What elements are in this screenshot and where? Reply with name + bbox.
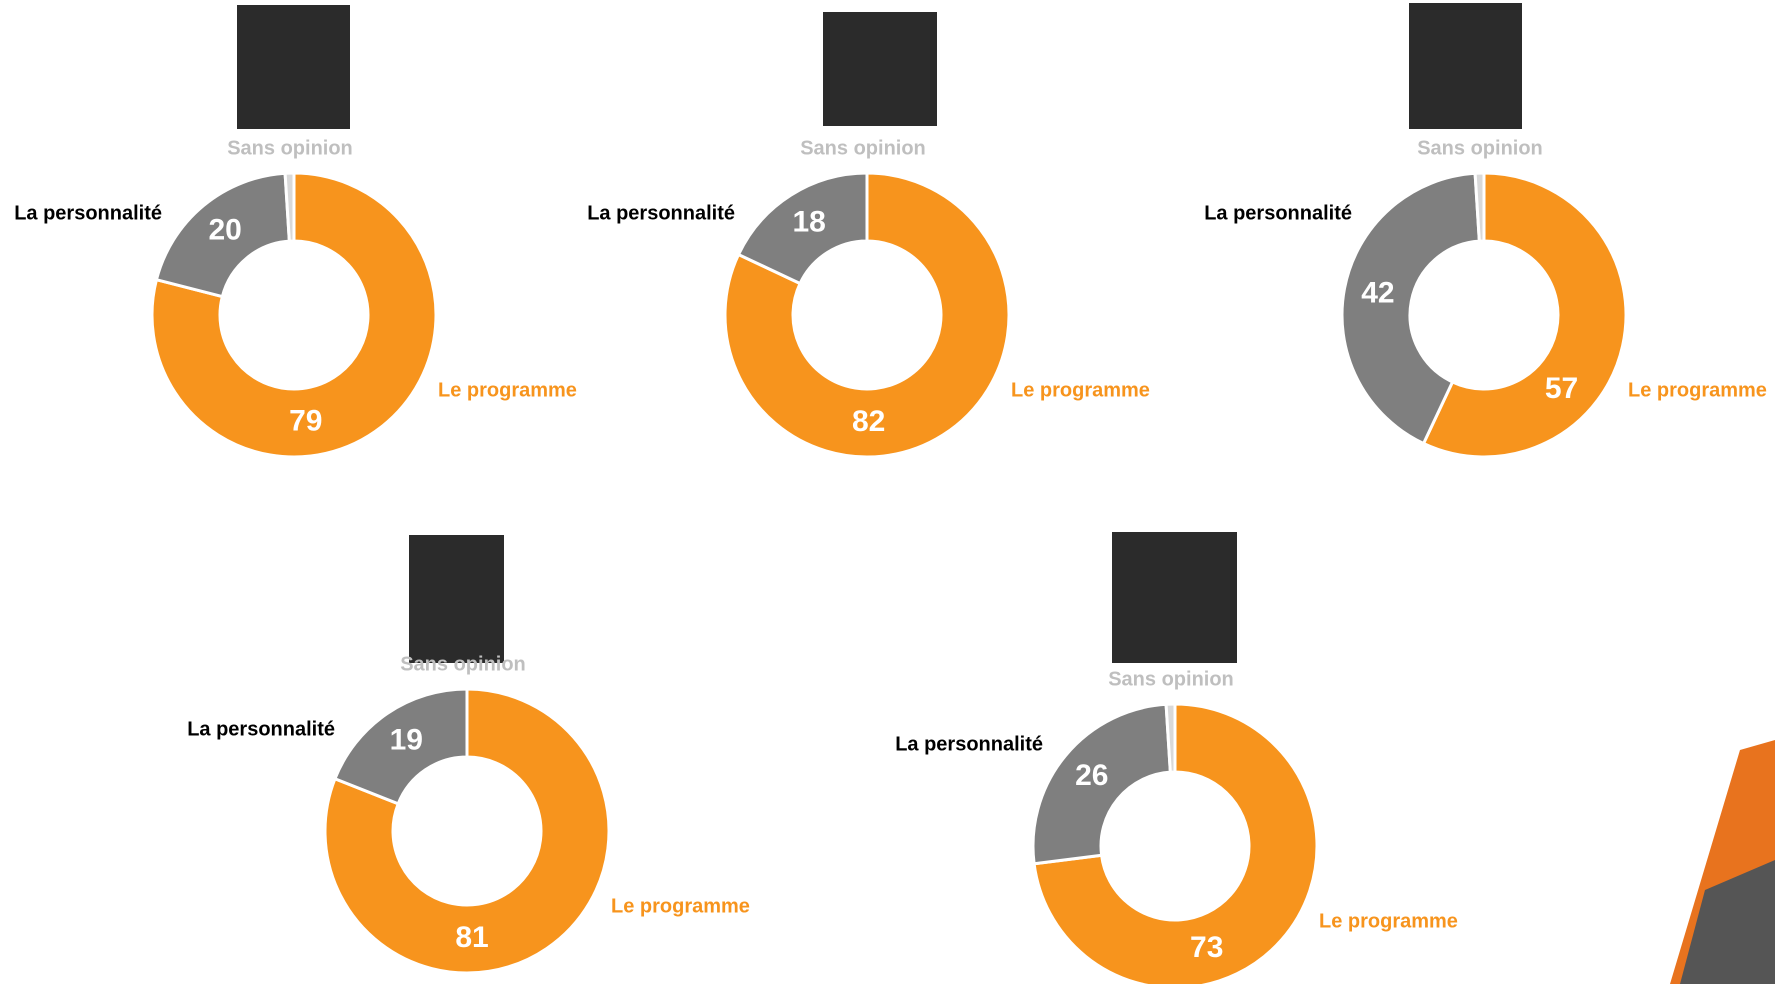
category-label: Sans opinion (1108, 668, 1234, 690)
category-label: La personnalité (187, 718, 335, 740)
donut-slice (1031, 702, 1172, 866)
category-label: La personnalité (14, 202, 162, 224)
donut-slice (1473, 171, 1486, 243)
value-label: 73 (1190, 931, 1223, 964)
value-label: 19 (390, 724, 423, 757)
category-label: Le programme (611, 895, 750, 917)
category-label: La personnalité (587, 202, 735, 224)
category-label: Sans opinion (1417, 137, 1543, 159)
value-label: 79 (289, 404, 322, 437)
category-label: Le programme (1628, 379, 1767, 401)
donut-slice (723, 171, 1011, 459)
donut-slice (323, 687, 611, 975)
portrait (1112, 532, 1237, 663)
value-label: 81 (455, 921, 488, 954)
category-label: Le programme (1011, 379, 1150, 401)
donut-slice (333, 687, 469, 806)
donut-slice (1340, 171, 1481, 446)
category-label: La personnalité (895, 733, 1043, 755)
category-label: Sans opinion (400, 653, 526, 675)
value-label: 26 (1075, 759, 1108, 792)
value-label: 42 (1361, 277, 1394, 310)
value-label: 18 (792, 206, 825, 239)
donut-slice (154, 171, 291, 299)
category-label: Le programme (1319, 910, 1458, 932)
category-label: Sans opinion (227, 137, 353, 159)
category-label: Sans opinion (800, 137, 926, 159)
portrait (409, 535, 504, 663)
portrait (823, 12, 937, 126)
donut-slice (736, 171, 869, 286)
portrait (237, 5, 350, 129)
category-label: Le programme (438, 379, 577, 401)
donut-slice (150, 171, 438, 459)
donut-slice (283, 171, 296, 243)
portrait (1409, 3, 1522, 129)
value-label: 57 (1545, 372, 1578, 405)
logo-decoration (1680, 860, 1775, 984)
category-label: La personnalité (1204, 202, 1352, 224)
value-label: 82 (852, 405, 885, 438)
donut-slice (1421, 171, 1628, 459)
donut-slice (1164, 702, 1177, 774)
value-label: 20 (208, 214, 241, 247)
donut-slice (1032, 702, 1319, 984)
